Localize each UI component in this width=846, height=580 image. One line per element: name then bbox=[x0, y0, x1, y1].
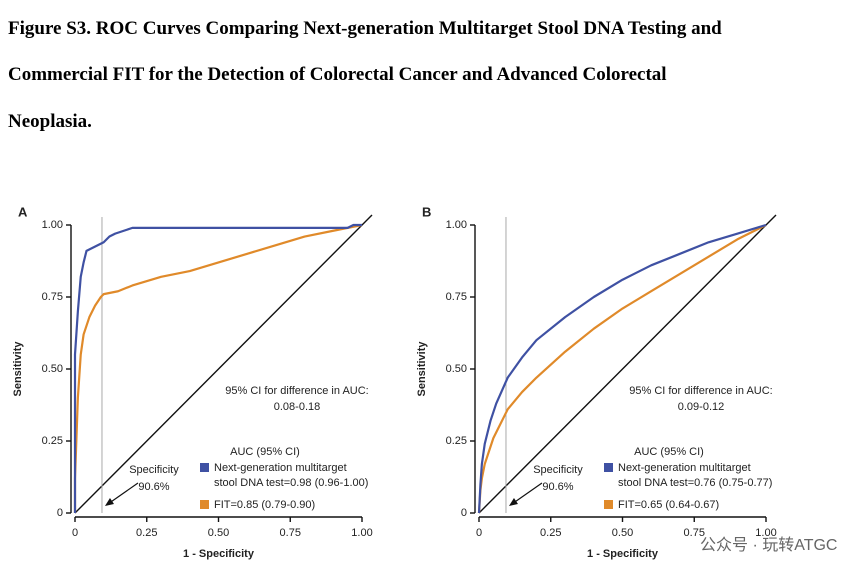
x-tick-label: 0.25 bbox=[540, 527, 561, 539]
note: 95% CI for difference in AUC: bbox=[629, 385, 772, 397]
annotation: Specificity bbox=[129, 464, 179, 476]
panel-label: A bbox=[18, 204, 28, 219]
y-tick-label: 0.25 bbox=[42, 435, 63, 447]
watermark: 公众号 · 玩转ATGC bbox=[700, 536, 837, 554]
legend-title: AUC (95% CI) bbox=[634, 446, 704, 458]
roc-curve bbox=[73, 223, 363, 513]
roc-curve bbox=[477, 223, 767, 514]
note: 0.08-0.18 bbox=[274, 401, 320, 413]
roc-curve bbox=[477, 224, 767, 514]
legend-swatch bbox=[604, 500, 613, 509]
y-tick-label: 0.75 bbox=[446, 291, 467, 303]
annotation: Specificity bbox=[533, 464, 583, 476]
y-tick-label: 1.00 bbox=[446, 219, 467, 231]
reference-diagonal bbox=[478, 214, 777, 514]
x-tick-label: 0.50 bbox=[612, 527, 633, 539]
reference-diagonal bbox=[74, 214, 373, 514]
y-axis-label: Sensitivity bbox=[416, 341, 428, 397]
legend-label: FIT=0.65 (0.64-0.67) bbox=[618, 499, 720, 511]
legend-entry: Next-generation multitarget stool DNA te… bbox=[214, 462, 369, 489]
legend-swatch bbox=[604, 463, 613, 472]
panel-label: B bbox=[422, 204, 431, 219]
x-axis-label: 1 - Specificity bbox=[587, 548, 659, 560]
roc-curve bbox=[73, 223, 362, 513]
x-axis-label: 1 - Specificity bbox=[183, 548, 255, 560]
y-axis-label: Sensitivity bbox=[12, 341, 24, 397]
x-tick-label: 0.25 bbox=[136, 527, 157, 539]
legend-label: FIT=0.85 (0.79-0.90) bbox=[214, 499, 316, 511]
x-tick-label: 0.75 bbox=[280, 527, 301, 539]
x-tick-label: 0 bbox=[476, 527, 482, 539]
legend-swatch bbox=[200, 500, 209, 509]
y-tick-label: 0 bbox=[57, 507, 63, 519]
y-tick-label: 0.50 bbox=[446, 363, 467, 375]
y-tick-label: 1.00 bbox=[42, 219, 63, 231]
annotation-arrow bbox=[107, 482, 139, 505]
annotation: 90.6% bbox=[542, 481, 573, 493]
x-tick-label: 1.00 bbox=[755, 527, 776, 539]
legend-swatch bbox=[200, 463, 209, 472]
figure-title: Commercial FIT for the Detection of Colo… bbox=[8, 64, 667, 85]
figure-title: Neoplasia. bbox=[8, 111, 92, 132]
legend-title: AUC (95% CI) bbox=[230, 446, 300, 458]
y-tick-label: 0.75 bbox=[42, 291, 63, 303]
legend-label: Next-generation multitarget stool DNA te… bbox=[214, 462, 369, 489]
x-tick-label: 0.50 bbox=[208, 527, 229, 539]
legend-label: Next-generation multitarget stool DNA te… bbox=[618, 462, 773, 489]
y-tick-label: 0.25 bbox=[446, 435, 467, 447]
annotation-arrowhead bbox=[508, 498, 518, 506]
legend-entry: Next-generation multitarget stool DNA te… bbox=[618, 462, 773, 489]
legend-entry: FIT=0.85 (0.79-0.90) bbox=[214, 499, 316, 511]
annotation-arrowhead bbox=[104, 498, 114, 506]
x-tick-label: 1.00 bbox=[351, 527, 372, 539]
figure-title: Figure S3. ROC Curves Comparing Next-gen… bbox=[8, 18, 722, 39]
x-tick-label: 0 bbox=[72, 527, 78, 539]
y-tick-label: 0 bbox=[461, 507, 467, 519]
x-tick-label: 0.75 bbox=[684, 527, 705, 539]
y-tick-label: 0.50 bbox=[42, 363, 63, 375]
note: 95% CI for difference in AUC: bbox=[225, 385, 368, 397]
annotation-arrow bbox=[511, 482, 543, 505]
annotation: 90.6% bbox=[138, 481, 169, 493]
note: 0.09-0.12 bbox=[678, 401, 724, 413]
legend-entry: FIT=0.65 (0.64-0.67) bbox=[618, 499, 720, 511]
